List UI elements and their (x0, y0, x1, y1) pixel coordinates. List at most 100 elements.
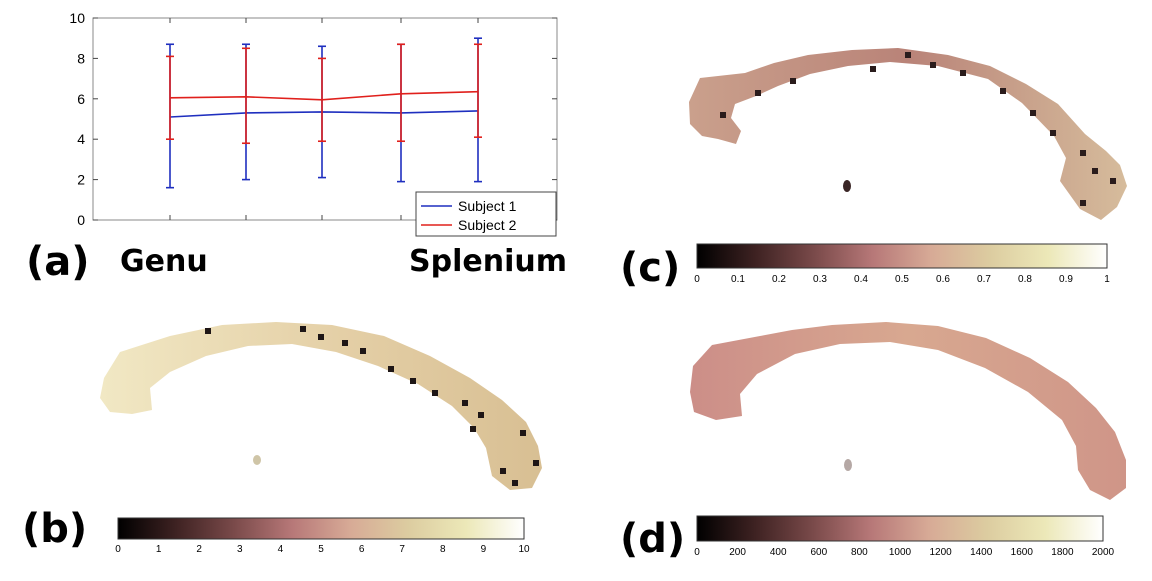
voxel-spot (410, 378, 416, 384)
x-axis-ticks (169, 18, 479, 220)
series-2 (166, 43, 482, 145)
voxel-spot (470, 426, 476, 432)
colorbar-tick-label: 0.9 (1059, 274, 1073, 285)
corpus-callosum-map-d (690, 322, 1126, 500)
colorbar-tick-label: 0.8 (1018, 274, 1032, 285)
colorbar-tick-label: 1800 (1051, 547, 1074, 558)
colorbar-c (696, 243, 1108, 269)
dark-spots-c (720, 52, 1116, 206)
voxel-spot (790, 78, 796, 84)
colorbar-tick-label: 8 (440, 544, 446, 555)
colorbar-tick-label: 3 (237, 544, 243, 555)
colorbar-d (696, 515, 1104, 542)
series-layer (166, 37, 482, 189)
voxel-spot (930, 62, 936, 68)
voxel-spot (342, 340, 348, 346)
colorbar-tick-label: 1000 (889, 547, 912, 558)
voxel-spot (360, 348, 366, 354)
line-chart-panel-a: 0 2 4 6 8 10 Subject 1 Subject 2 (a) Genu Spl… (26, 10, 567, 285)
voxel-spot (1092, 168, 1098, 174)
colorbar-tick-label: 1 (1104, 274, 1110, 285)
y-tick-label: 2 (77, 172, 85, 188)
colorbar-tick-label: 6 (359, 544, 365, 555)
voxel-spot (432, 390, 438, 396)
y-tick-label: 10 (69, 10, 85, 26)
colorbar-tick-label: 2 (196, 544, 202, 555)
colorbar-ticks-b: 0 1 2 3 4 5 6 7 8 9 10 (115, 544, 530, 555)
panel-letter-d: (d) (620, 516, 685, 562)
voxel-spot (1000, 88, 1006, 94)
legend-label-subject1: Subject 1 (458, 198, 517, 214)
voxel-spot (478, 412, 484, 418)
heatmap-panel-c: (c) 0 0.1 0.2 0.3 0.4 0.5 0.6 0.7 0.8 0.9 1 (620, 48, 1127, 291)
colorbar-tick-label: 400 (770, 547, 787, 558)
voxel-spot (388, 366, 394, 372)
colorbar-tick-label: 1400 (970, 547, 993, 558)
colorbar-tick-label: 0.6 (936, 274, 950, 285)
colorbar-tick-label: 0.7 (977, 274, 991, 285)
voxel-spot (205, 328, 211, 334)
colorbar-tick-label: 9 (481, 544, 487, 555)
heatmap-panel-d: (d) 0 200 400 600 800 1000 1200 1400 1600 1800 200… (620, 322, 1126, 562)
colorbar-tick-label: 0.2 (772, 274, 786, 285)
chart-legend: Subject 1 Subject 2 (415, 191, 557, 237)
colorbar-tick-label: 5 (318, 544, 324, 555)
colorbar-tick-label: 2000 (1092, 547, 1115, 558)
colorbar-tick-label: 1 (156, 544, 162, 555)
voxel-spot (1080, 200, 1086, 206)
y-tick-label: 0 (77, 212, 85, 228)
colorbar-tick-label: 600 (810, 547, 827, 558)
colorbar-tick-label: 10 (518, 544, 530, 555)
colorbar-tick-label: 0.5 (895, 274, 909, 285)
voxel-spot (870, 66, 876, 72)
series-line (169, 90, 479, 101)
voxel-spot (533, 460, 539, 466)
legend-box (415, 191, 557, 237)
voxel-spot (720, 112, 726, 118)
colorbar-tick-label: 1600 (1011, 547, 1034, 558)
voxel-spot (960, 70, 966, 76)
heatmap-panel-b: (b) 0 1 2 3 4 5 6 7 8 9 10 (22, 322, 542, 555)
colorbar-tick-label: 800 (851, 547, 868, 558)
region-label-splenium: Splenium (409, 244, 567, 279)
corpus-callosum-map-b (100, 322, 542, 490)
colorbar-tick-label: 0 (694, 274, 700, 285)
y-axis-ticks: 0 2 4 6 8 10 (69, 10, 557, 228)
colorbar-tick-label: 0.4 (854, 274, 868, 285)
panel-letter-c: (c) (620, 245, 680, 291)
dark-spots-b (205, 326, 539, 486)
colorbar-tick-label: 0 (115, 544, 121, 555)
region-label-genu: Genu (120, 244, 208, 279)
voxel-spot (500, 468, 506, 474)
voxel-spot (300, 326, 306, 332)
panel-letter-a: (a) (26, 239, 90, 285)
colorbar-tick-label: 0.3 (813, 274, 827, 285)
voxel-spot (1110, 178, 1116, 184)
isolated-spot-d (844, 459, 852, 471)
voxel-spot (1050, 130, 1056, 136)
colorbar-tick-label: 4 (278, 544, 284, 555)
voxel-spot (462, 400, 468, 406)
colorbar-ticks-d: 0 200 400 600 800 1000 1200 1400 1600 1800 2000 (694, 547, 1114, 558)
colorbar-tick-label: 0 (694, 547, 700, 558)
voxel-spot (512, 480, 518, 486)
colorbar-tick-label: 1200 (929, 547, 952, 558)
voxel-spot (755, 90, 761, 96)
legend-label-subject2: Subject 2 (458, 217, 517, 233)
colorbar-ticks-c: 0 0.1 0.2 0.3 0.4 0.5 0.6 0.7 0.8 0.9 1 (694, 274, 1110, 285)
y-tick-label: 8 (77, 50, 85, 66)
plot-area-frame (92, 17, 558, 221)
colorbar-tick-label: 7 (399, 544, 405, 555)
colorbar-b (117, 517, 525, 540)
voxel-spot (318, 334, 324, 340)
y-tick-label: 6 (77, 91, 85, 107)
voxel-spot (1030, 110, 1036, 116)
panel-letter-b: (b) (22, 506, 87, 552)
colorbar-tick-label: 0.1 (731, 274, 745, 285)
y-tick-label: 4 (77, 131, 85, 147)
voxel-spot (1080, 150, 1086, 156)
voxel-spot (520, 430, 526, 436)
isolated-spot-c (843, 180, 851, 192)
colorbar-tick-label: 200 (729, 547, 746, 558)
